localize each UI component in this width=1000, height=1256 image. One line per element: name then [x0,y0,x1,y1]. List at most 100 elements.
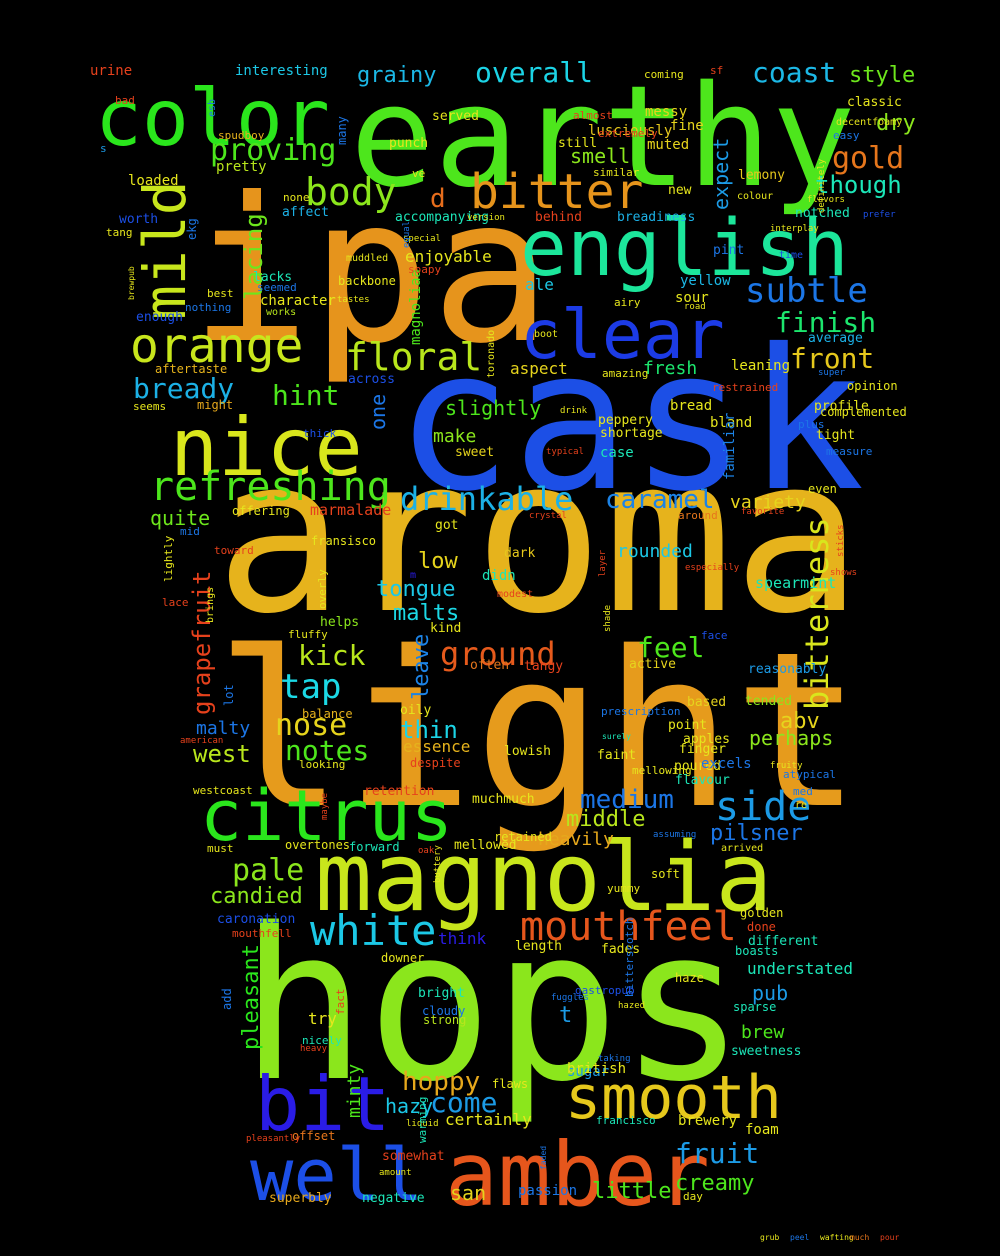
word-med: med [793,785,813,798]
word-toward: toward [214,544,254,557]
word-bland: bland [710,415,752,431]
word-tastes: tastes [337,295,370,305]
word-somewhat: somewhat [382,1149,445,1164]
word-plus: plus [798,418,825,431]
word-road: road [684,302,706,312]
word-lightly: lightly [162,535,175,582]
word-brings: brings [205,587,216,623]
word-lace: lace [162,596,189,609]
word-grub: grub [760,1233,779,1242]
word-hoppy: hoppy [402,1067,480,1097]
word-definitely: definitely [817,158,827,213]
word-lusciously: lusciously [588,123,672,139]
word-ground: ground [440,635,556,673]
word-layer: layer [598,549,608,577]
word-got: got [435,518,458,533]
word-nothing: nothing [185,301,231,314]
word-kind: kind [430,621,461,636]
word-messy: messy [645,104,687,120]
word-accompanying: accompanying [395,210,489,225]
word-orange: orange [130,318,303,374]
word-warming: warming [416,1097,429,1143]
word-offering: offering [232,504,290,518]
word-grainy: grainy [357,63,436,88]
word-front: front [790,342,874,375]
word-nose: nose [275,708,347,743]
word-yellow: yellow [680,273,731,289]
word-mouthfell: mouthfell [232,927,292,940]
word-taking: taking [598,1054,631,1064]
word-balance: balance [302,707,353,721]
word-citrus: citrus [200,775,453,857]
word-fransisco: fransisco [311,534,376,548]
word-minty: minty [344,1064,365,1118]
word-arrived: arrived [721,843,763,854]
word-pretty: pretty [216,159,267,175]
word-prescription: prescription [601,705,680,718]
word-might: might [197,398,233,412]
word-decentfoamy: decentfoamy [836,117,902,128]
word-light: light [215,605,862,856]
word-poured: poured [674,759,721,774]
word-assuming: assuming [653,830,696,840]
word-must: must [207,842,234,855]
word-face: face [701,629,728,642]
word-many: many [335,116,349,145]
word-side: side [715,784,811,830]
word-mild: mild [131,180,199,320]
word-pint: pint [713,243,744,258]
word-bitterness: bitterness [798,517,836,710]
word-smooth: smooth [565,1063,782,1133]
word-backbone: backbone [338,274,396,288]
word-day: day [683,1190,703,1203]
word-prefer: prefer [863,210,896,220]
word-lacing: lacing [240,213,268,300]
word-enough: enough [136,310,183,325]
word-length: length [515,939,562,954]
word-didn: didn [482,568,516,584]
word-earthy: earthy [350,56,856,219]
word-pour: pour [880,1233,899,1242]
word-fluffy: fluffy [288,628,328,641]
word-done: done [747,920,776,934]
word-variety: variety [730,492,806,513]
word-make: make [433,426,476,447]
word-still: still [558,136,597,151]
word-overtones: overtones [285,838,350,852]
word-interplay: interplay [770,224,819,234]
word-fine: fine [670,118,704,134]
word-sweet: sweet [455,445,494,460]
word-around: around [678,509,718,522]
word-tangy: tangy [524,659,563,674]
word-ale: ale [525,275,554,294]
word-behind: behind [535,210,582,225]
word-soapy: soapy [408,263,441,276]
word-heavy: heavy [300,1044,328,1054]
word-thin: thin [400,716,458,744]
word-rounded: rounded [617,541,693,562]
word-average: average [808,331,863,346]
word-equal: equal [402,221,412,248]
word-fuggles: fuggles [551,993,589,1003]
word-bright: bright [418,986,465,1001]
word-pale: pale [232,853,304,888]
word-cloudy: cloudy [422,1004,465,1018]
word-slightly: slightly [445,396,541,420]
word-mouthfeel: mouthfeel [520,904,737,950]
word-refreshing: refreshing [150,464,391,510]
word-try: try [308,1009,337,1028]
word-brewery: brewery [678,1113,737,1129]
word-profile: profile [814,399,869,414]
word-peel: peel [790,1233,809,1242]
word-super: super [818,368,846,378]
word-character: character [260,293,336,309]
word-maybe: maybe [320,793,330,820]
word-notes: notes [285,734,369,767]
word-buttery: buttery [433,844,443,883]
word-amber: amber [445,1123,710,1226]
word-easy: easy [833,129,860,142]
word-white: white [310,906,436,955]
word-come: come [430,1086,497,1119]
word-different: different [748,934,818,949]
